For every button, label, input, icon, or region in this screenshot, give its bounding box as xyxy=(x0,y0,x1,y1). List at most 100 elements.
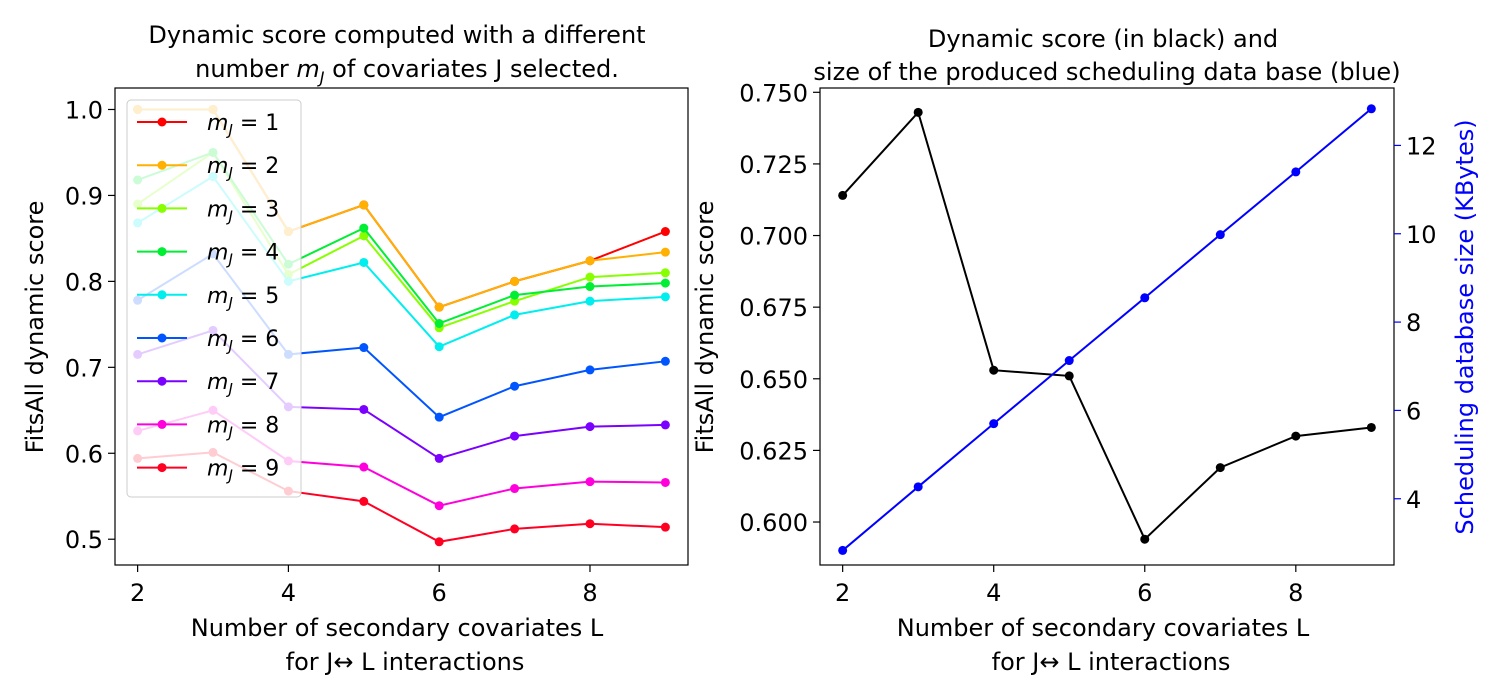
data-point xyxy=(660,278,670,288)
legend-marker xyxy=(157,160,167,170)
legend-entry-3: mJ = 3 xyxy=(137,197,279,225)
right-y-axis-label: FitsAll dynamic score xyxy=(691,201,719,454)
data-point xyxy=(359,404,369,414)
legend-label: mJ = 4 xyxy=(207,241,279,269)
data-point xyxy=(660,356,670,366)
data-point xyxy=(510,524,520,534)
data-point xyxy=(1366,422,1376,432)
x-tick-label: 8 xyxy=(1288,579,1303,607)
data-point xyxy=(989,365,999,375)
y2-tick-label: 4 xyxy=(1406,486,1421,514)
legend-entry-6: mJ = 6 xyxy=(137,327,279,355)
data-point xyxy=(359,200,369,210)
y-tick-label: 0.8 xyxy=(65,268,103,296)
legend-label: mJ = 6 xyxy=(207,327,279,355)
legend-label: mJ = 1 xyxy=(207,111,279,139)
legend-marker xyxy=(157,117,167,127)
legend-marker xyxy=(157,247,167,257)
data-point xyxy=(359,257,369,267)
data-point xyxy=(434,412,444,422)
data-point xyxy=(913,107,923,117)
right-plot-frame xyxy=(819,87,1395,566)
data-point xyxy=(838,190,848,200)
legend-label: mJ = 5 xyxy=(207,284,279,312)
left-chart-title-line1: Dynamic score computed with a different xyxy=(148,21,645,49)
y-tick-label: 0.6 xyxy=(65,440,103,468)
data-point xyxy=(1366,104,1376,114)
chart-right: Dynamic score (in black) and size of the… xyxy=(691,25,1479,676)
series-line xyxy=(842,107,1372,552)
legend-label: mJ = 9 xyxy=(207,457,279,485)
data-point xyxy=(913,482,923,492)
right-axes: 2 4 6 8 0.600 0.625 0.650 0.675 0.700 0.725 0.750 4… xyxy=(739,79,1436,607)
data-point xyxy=(510,276,520,286)
data-point xyxy=(660,227,670,237)
x-tick-label: 6 xyxy=(432,579,447,607)
data-point xyxy=(585,282,595,292)
legend-marker xyxy=(157,333,167,343)
legend-marker xyxy=(157,290,167,300)
x-tick-label: 6 xyxy=(1137,579,1152,607)
data-point xyxy=(1140,534,1150,544)
y-tick-label: 0.650 xyxy=(739,366,808,394)
legend-entry-8: mJ = 8 xyxy=(137,413,279,441)
right-chart-title-line2: size of the produced scheduling data bas… xyxy=(813,58,1400,86)
data-point xyxy=(510,431,520,441)
data-point xyxy=(510,381,520,391)
y2-tick-label: 6 xyxy=(1406,397,1421,425)
legend-entry-1: mJ = 1 xyxy=(137,111,279,139)
chart-left: Dynamic score computed with a different … xyxy=(21,21,689,676)
legend-entry-2: mJ = 2 xyxy=(137,154,279,182)
data-point xyxy=(660,292,670,302)
data-point xyxy=(660,268,670,278)
right-x-axis-label-line1: Number of secondary covariates L xyxy=(897,614,1310,642)
legend-label: mJ = 8 xyxy=(207,413,279,441)
data-point xyxy=(660,420,670,430)
data-point xyxy=(838,545,848,555)
dynamic-score-series xyxy=(838,107,1376,544)
legend-marker xyxy=(157,463,167,473)
left-x-axis-label-line2: for J↔ L interactions xyxy=(286,648,525,676)
right-chart-title-line1: Dynamic score (in black) and xyxy=(928,25,1278,53)
left-x-axis-label-line1: Number of secondary covariates L xyxy=(191,614,604,642)
legend: mJ = 1 mJ = 2 mJ = 3 mJ = 4 mJ = 5 mJ = 6 mJ =… xyxy=(126,99,302,498)
data-point xyxy=(434,501,444,511)
y2-tick-label: 10 xyxy=(1406,221,1437,249)
data-point xyxy=(359,496,369,506)
data-point xyxy=(585,422,595,432)
data-point xyxy=(1064,371,1074,381)
data-point xyxy=(510,290,520,300)
data-point xyxy=(1291,431,1301,441)
y-tick-label: 0.625 xyxy=(739,437,808,465)
data-point xyxy=(1291,167,1301,177)
data-point xyxy=(585,519,595,529)
y2-tick-label: 12 xyxy=(1406,132,1437,160)
data-point xyxy=(989,419,999,429)
data-point xyxy=(585,365,595,375)
data-point xyxy=(660,477,670,487)
legend-entry-5: mJ = 5 xyxy=(137,284,279,312)
left-y-axis-label: FitsAll dynamic score xyxy=(21,201,49,454)
data-point xyxy=(660,522,670,532)
legend-marker xyxy=(157,376,167,386)
left-axes: 2 4 6 8 0.5 0.6 0.7 0.8 0.9 1.0 xyxy=(65,96,598,607)
y-tick-label: 0.5 xyxy=(65,526,103,554)
data-point xyxy=(434,453,444,463)
y2-tick-label: 8 xyxy=(1406,309,1421,337)
data-point xyxy=(359,462,369,472)
legend-marker xyxy=(157,203,167,213)
data-point xyxy=(585,477,595,487)
right-series-group xyxy=(838,104,1376,555)
data-point xyxy=(1215,230,1225,240)
data-point xyxy=(510,484,520,494)
y-tick-label: 0.750 xyxy=(739,79,808,107)
right-x-axis-label-line2: for J↔ L interactions xyxy=(992,648,1231,676)
data-point xyxy=(359,231,369,241)
data-point xyxy=(585,256,595,266)
data-point xyxy=(434,302,444,312)
series-line xyxy=(841,110,1372,541)
y-tick-label: 0.600 xyxy=(739,509,808,537)
data-point xyxy=(359,343,369,353)
legend-frame xyxy=(126,99,302,498)
